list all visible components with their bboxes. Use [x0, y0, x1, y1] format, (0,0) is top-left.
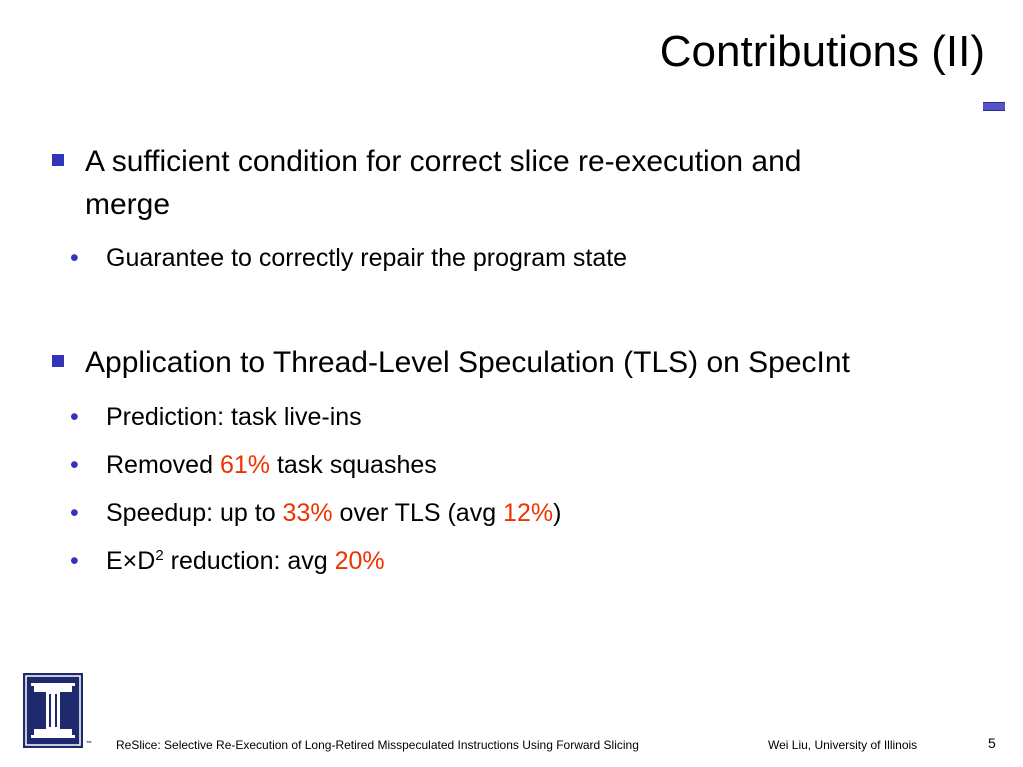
sub-2-pre: Removed	[106, 451, 220, 479]
title-underline-main	[983, 102, 1005, 111]
bullet-2-sub-4: E×D2 reduction: avg 20%	[106, 545, 385, 577]
bullet-1-line-1: A sufficient condition for correct slice…	[85, 145, 802, 178]
dot-bullet-icon: •	[70, 499, 79, 527]
sub-3-post: )	[553, 499, 562, 527]
sub-3-highlight-2: 12%	[503, 499, 554, 527]
dot-bullet-icon: •	[70, 403, 79, 431]
dot-bullet-icon: •	[70, 244, 79, 272]
bullet-2-line-1: Application to Thread-Level Speculation …	[85, 346, 850, 379]
sub-3-highlight: 33%	[282, 499, 333, 527]
trademark-mark: ™	[86, 741, 92, 747]
sub-4-pre: E×D	[106, 547, 156, 575]
bullet-2-sub-2: Removed 61% task squashes	[106, 449, 437, 481]
square-bullet-icon	[52, 154, 64, 166]
sub-2-post: task squashes	[270, 451, 437, 479]
sub-3-mid: over TLS (avg	[332, 499, 504, 527]
dot-bullet-icon: •	[70, 547, 79, 575]
footer-author: Wei Liu, University of Illinois	[768, 738, 918, 752]
sub-4-mid: reduction: avg	[163, 547, 335, 575]
page-number: 5	[988, 735, 996, 751]
dot-bullet-icon: •	[70, 451, 79, 479]
sub-3-pre: Speedup: up to	[106, 499, 283, 527]
university-of-illinois-logo-icon	[23, 673, 83, 748]
bullet-2-sub-3: Speedup: up to 33% over TLS (avg 12%)	[106, 497, 561, 529]
sub-4-superscript: 2	[155, 547, 164, 564]
slide-title: Contributions (II)	[659, 27, 985, 76]
bullet-1-sub-1: Guarantee to correctly repair the progra…	[106, 244, 628, 272]
sub-4-highlight: 20%	[334, 547, 385, 575]
footer-paper-title: ReSlice: Selective Re-Execution of Long-…	[116, 738, 639, 752]
bullet-1-line-2: merge	[85, 188, 171, 221]
bullet-2-sub-1: Prediction: task live-ins	[106, 403, 362, 431]
sub-2-highlight: 61%	[219, 451, 270, 479]
square-bullet-icon	[52, 355, 64, 367]
